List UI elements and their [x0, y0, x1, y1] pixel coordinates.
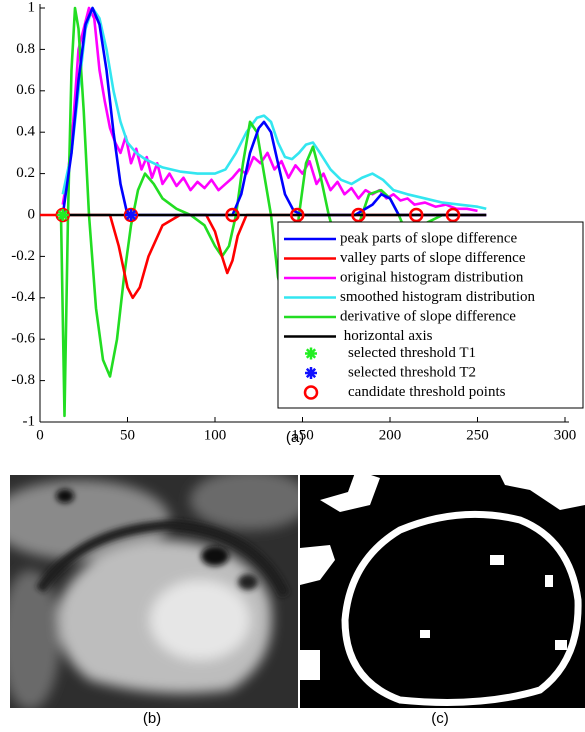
candidate-point: [445, 207, 461, 223]
x-tick-label: 200: [379, 427, 402, 443]
y-tick-label: 1: [28, 0, 36, 15]
legend: peak parts of slope difference valley par…: [277, 221, 584, 409]
candidate-point: [351, 207, 366, 223]
caption: (a): [286, 429, 304, 446]
y-tick-label: 0.4: [16, 124, 35, 140]
legend-label: candidate threshold points: [348, 384, 506, 400]
x-tick-label: 50: [120, 427, 135, 443]
y-tick-label: -1: [23, 413, 36, 429]
y-tick-label: 0.8: [16, 41, 35, 57]
legend-label: original histogram distribution: [340, 269, 524, 285]
caption: (c): [431, 710, 449, 727]
x-tick-label: 150: [291, 427, 314, 443]
y-tick-label: -0.6: [11, 331, 35, 347]
y-tick-label: 0.2: [16, 165, 35, 181]
legend-label: selected threshold T1: [348, 345, 476, 361]
legend-swatch: [305, 367, 317, 379]
segmentation-image: [300, 475, 585, 708]
x-tick-label: 300: [554, 427, 577, 443]
legend-label: valley parts of slope difference: [340, 250, 526, 266]
threshold-point: [56, 209, 69, 221]
y-tick-label: 0: [28, 206, 36, 222]
threshold-point: [125, 209, 137, 221]
legend-swatch: [305, 347, 317, 360]
x-tick-label: 100: [204, 427, 227, 443]
y-tick-label: -0.2: [11, 248, 35, 264]
legend-label: horizontal axis: [340, 328, 433, 344]
legend-box: [277, 221, 584, 409]
y-tick-label: 0.6: [16, 82, 35, 98]
mri-image: [10, 475, 298, 708]
x-tick-label: 250: [466, 427, 489, 443]
series-line: [61, 6, 478, 213]
series-line: [61, 6, 487, 211]
series-line: [61, 6, 487, 217]
legend-label: derivative of slope difference: [340, 308, 516, 324]
caption: (b): [143, 710, 161, 727]
x-tick-label: 0: [36, 427, 44, 443]
legend-label: peak parts of slope difference: [340, 230, 517, 246]
legend-swatch: [303, 385, 319, 400]
candidate-point: [409, 207, 424, 223]
y-tick-label: -0.4: [11, 289, 35, 305]
y-tick-label: -0.8: [11, 372, 35, 388]
plot-area: -1 -0.8 -0.6 -0.4 -0.2 0 0.2 0.4 0.6 0.8 1 0 50 100 15…: [11, 0, 584, 443]
candidate-point: [225, 207, 240, 223]
legend-label: smoothed histogram distribution: [340, 289, 535, 305]
candidate-point: [290, 207, 305, 223]
legend-label: selected threshold T2: [348, 364, 476, 380]
